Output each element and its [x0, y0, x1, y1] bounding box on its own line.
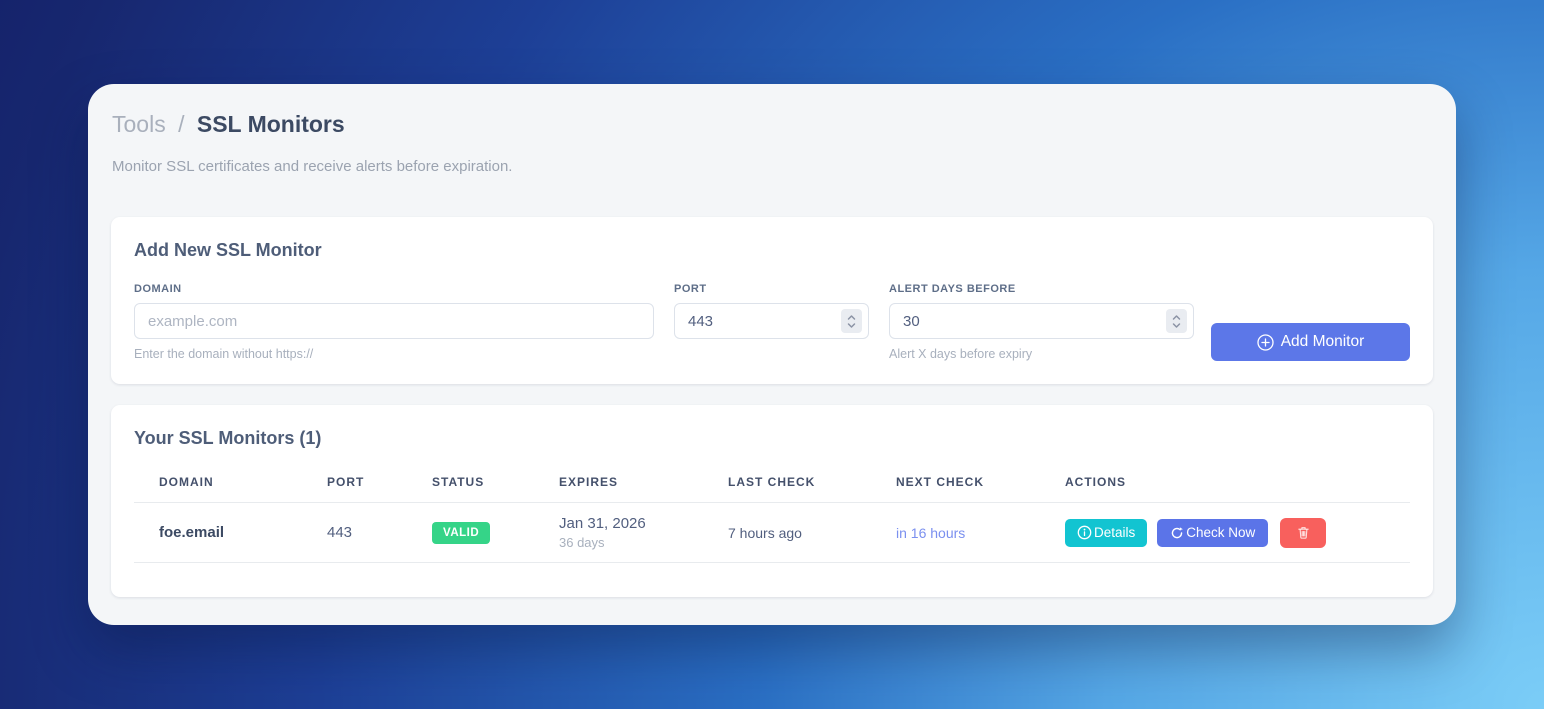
monitors-table: DOMAIN PORT STATUS EXPIRES LAST CHECK NE…	[134, 465, 1410, 563]
alert-days-field-group: ALERT DAYS BEFORE Alert X days before ex…	[889, 283, 1194, 361]
monitor-expires-days: 36 days	[559, 535, 605, 550]
monitors-list-title: Your SSL Monitors (1)	[134, 428, 322, 448]
domain-input[interactable]	[134, 303, 654, 339]
port-label: PORT	[674, 283, 707, 295]
port-stepper[interactable]	[841, 309, 862, 333]
port-field-group: PORT	[674, 283, 869, 339]
add-monitor-button-label: Add Monitor	[1280, 333, 1365, 350]
info-circle-icon	[1077, 525, 1092, 540]
chevron-up-down-icon	[847, 314, 856, 329]
check-now-button[interactable]: Check Now	[1157, 518, 1269, 547]
monitor-next-check: in 16 hours	[871, 502, 1040, 563]
monitor-expires-date: Jan 31, 2026	[559, 515, 646, 532]
add-monitor-card: Add New SSL Monitor DOMAIN Enter the dom…	[111, 217, 1433, 384]
main-panel: Tools / SSL Monitors Monitor SSL certifi…	[88, 84, 1456, 625]
check-now-button-label: Check Now	[1186, 525, 1256, 540]
domain-help-text: Enter the domain without https://	[134, 347, 314, 361]
add-monitor-button[interactable]: Add Monitor	[1211, 323, 1410, 361]
alert-days-label: ALERT DAYS BEFORE	[889, 283, 1016, 295]
table-row: foe.email 443 VALID Jan 31, 2026 36 days…	[134, 502, 1410, 563]
add-monitor-title: Add New SSL Monitor	[134, 240, 322, 260]
row-actions: Details Check Now	[1065, 517, 1410, 548]
status-badge: VALID	[432, 521, 491, 544]
plus-circle-icon	[1257, 333, 1274, 351]
column-header-status: STATUS	[407, 465, 534, 503]
trash-icon	[1296, 525, 1311, 540]
monitor-domain: foe.email	[134, 502, 302, 563]
domain-field-group: DOMAIN Enter the domain without https://	[134, 283, 654, 361]
alert-days-input[interactable]	[889, 303, 1194, 339]
table-header-row: DOMAIN PORT STATUS EXPIRES LAST CHECK NE…	[134, 465, 1410, 503]
column-header-last-check: LAST CHECK	[703, 465, 871, 503]
column-header-actions: ACTIONS	[1040, 465, 1410, 503]
delete-button[interactable]	[1280, 517, 1327, 548]
page-title: SSL Monitors	[196, 111, 345, 137]
column-header-domain: DOMAIN	[134, 465, 302, 503]
breadcrumb: Tools / SSL Monitors	[112, 111, 1433, 138]
column-header-port: PORT	[302, 465, 407, 503]
monitor-port: 443	[302, 502, 407, 563]
breadcrumb-section[interactable]: Tools	[112, 111, 166, 137]
column-header-next-check: NEXT CHECK	[871, 465, 1040, 503]
domain-label: DOMAIN	[134, 283, 182, 295]
breadcrumb-separator: /	[178, 111, 185, 137]
alert-days-stepper[interactable]	[1166, 309, 1187, 333]
page-subtitle: Monitor SSL certificates and receive ale…	[112, 158, 513, 175]
monitors-list-card: Your SSL Monitors (1) DOMAIN PORT STATUS…	[111, 405, 1433, 597]
port-input[interactable]	[674, 303, 869, 339]
monitor-last-check: 7 hours ago	[703, 502, 871, 563]
chevron-up-down-icon	[1172, 314, 1181, 329]
column-header-expires: EXPIRES	[534, 465, 703, 503]
add-monitor-form: DOMAIN Enter the domain without https://…	[134, 283, 1410, 361]
alert-days-help-text: Alert X days before expiry	[889, 347, 1033, 361]
details-button-label: Details	[1094, 525, 1136, 540]
refresh-icon	[1170, 526, 1184, 540]
details-button[interactable]: Details	[1065, 518, 1148, 547]
